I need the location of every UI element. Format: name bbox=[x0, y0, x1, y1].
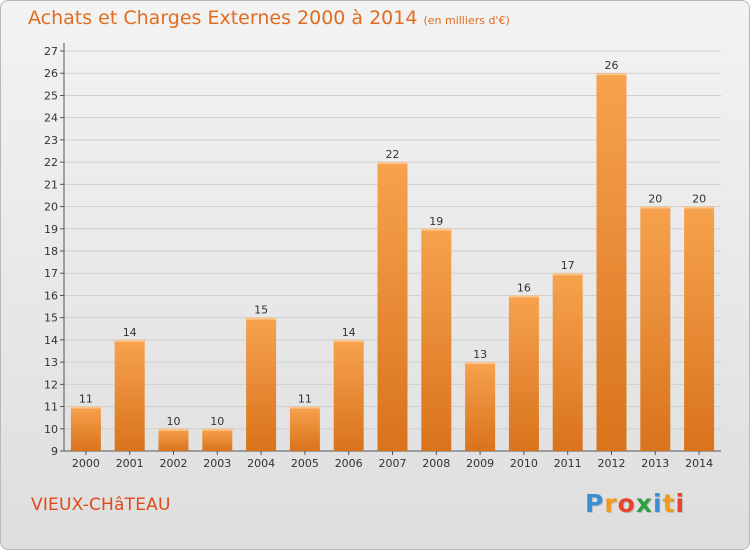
chart-subtitle: (en milliers d'€) bbox=[423, 14, 510, 27]
chart-title-text: Achats et Charges Externes 2000 à 2014 bbox=[28, 7, 418, 29]
y-tick-label: 18 bbox=[44, 245, 58, 258]
chart-title: Achats et Charges Externes 2000 à 2014 (e… bbox=[28, 7, 510, 29]
logo-letter: i bbox=[675, 489, 686, 518]
data-label: 15 bbox=[254, 304, 268, 317]
data-label: 11 bbox=[298, 393, 312, 406]
data-label: 17 bbox=[561, 259, 575, 272]
bar-highlight bbox=[640, 206, 671, 209]
labels: 11 2000 14 2001 10 2002 10 2003 15 2004 11 2005 14 20… bbox=[72, 59, 713, 470]
x-tick-label: 2006 bbox=[335, 457, 363, 470]
x-tick-label: 2009 bbox=[466, 457, 494, 470]
bar bbox=[684, 206, 715, 451]
bar-highlight bbox=[421, 228, 452, 231]
data-label: 26 bbox=[605, 59, 619, 72]
bar bbox=[640, 206, 671, 451]
bar bbox=[465, 362, 496, 451]
y-tick-label: 21 bbox=[44, 178, 58, 191]
bar-highlight bbox=[158, 428, 189, 431]
axes: 9 10 11 12 13 14 15 16 17 18 19 20 21 22 23 24 25 26 27 bbox=[44, 43, 721, 458]
data-label: 19 bbox=[429, 215, 443, 228]
y-tick-label: 19 bbox=[44, 223, 58, 236]
y-tick-label: 9 bbox=[51, 445, 58, 458]
y-tick-label: 16 bbox=[44, 289, 58, 302]
x-tick-label: 2001 bbox=[116, 457, 144, 470]
data-label: 14 bbox=[123, 326, 137, 339]
x-tick-label: 2008 bbox=[422, 457, 450, 470]
bar-highlight bbox=[508, 295, 539, 298]
bar-highlight bbox=[596, 73, 627, 76]
y-tick-label: 13 bbox=[44, 356, 58, 369]
bar bbox=[508, 295, 539, 451]
y-tick-label: 22 bbox=[44, 156, 58, 169]
logo-letter: i bbox=[653, 489, 663, 518]
logo-letter: o bbox=[617, 489, 636, 518]
bars bbox=[70, 73, 715, 451]
logo-letter: r bbox=[604, 489, 618, 518]
bar bbox=[552, 273, 583, 451]
y-tick-label: 11 bbox=[44, 401, 58, 414]
y-tick-label: 27 bbox=[44, 45, 58, 58]
bar bbox=[70, 406, 101, 451]
x-tick-label: 2004 bbox=[247, 457, 275, 470]
bar-highlight bbox=[114, 339, 145, 342]
logo-letter: x bbox=[635, 489, 653, 518]
y-tick-label: 25 bbox=[44, 89, 58, 102]
y-tick-label: 10 bbox=[44, 423, 58, 436]
bar bbox=[114, 339, 145, 451]
proxiti-logo: Proxiti bbox=[585, 489, 685, 518]
data-label: 20 bbox=[692, 193, 706, 206]
bar bbox=[377, 162, 408, 451]
data-label: 14 bbox=[342, 326, 356, 339]
data-label: 10 bbox=[210, 415, 224, 428]
x-tick-label: 2012 bbox=[598, 457, 626, 470]
bar bbox=[421, 228, 452, 451]
logo-letter: t bbox=[662, 489, 676, 518]
bar-highlight bbox=[70, 406, 101, 409]
x-tick-label: 2007 bbox=[379, 457, 407, 470]
logo-letter: P bbox=[585, 489, 605, 518]
x-tick-label: 2002 bbox=[160, 457, 188, 470]
bar-highlight bbox=[202, 428, 233, 431]
data-label: 20 bbox=[648, 193, 662, 206]
x-tick-label: 2013 bbox=[641, 457, 669, 470]
bar-highlight bbox=[377, 162, 408, 165]
x-tick-label: 2005 bbox=[291, 457, 319, 470]
bar-highlight bbox=[246, 317, 277, 320]
bar bbox=[596, 73, 627, 451]
bar-highlight bbox=[684, 206, 715, 209]
y-tick-label: 20 bbox=[44, 201, 58, 214]
y-tick-label: 14 bbox=[44, 334, 58, 347]
y-tick-label: 17 bbox=[44, 267, 58, 280]
y-tick-label: 24 bbox=[44, 112, 58, 125]
x-tick-label: 2014 bbox=[685, 457, 713, 470]
bar bbox=[289, 406, 320, 451]
x-tick-label: 2010 bbox=[510, 457, 538, 470]
data-label: 22 bbox=[386, 148, 400, 161]
bar-highlight bbox=[289, 406, 320, 409]
x-tick-label: 2003 bbox=[203, 457, 231, 470]
bar bbox=[246, 317, 277, 451]
bar bbox=[333, 339, 364, 451]
y-tick-label: 23 bbox=[44, 134, 58, 147]
data-label: 10 bbox=[167, 415, 181, 428]
place-name: VIEUX-CHâTEAU bbox=[31, 495, 171, 515]
data-label: 13 bbox=[473, 348, 487, 361]
bar bbox=[202, 428, 233, 451]
x-tick-label: 2011 bbox=[554, 457, 582, 470]
data-label: 16 bbox=[517, 281, 531, 294]
bar-highlight bbox=[552, 273, 583, 276]
x-tick-label: 2000 bbox=[72, 457, 100, 470]
bar bbox=[158, 428, 189, 451]
y-tick-label: 26 bbox=[44, 67, 58, 80]
y-tick-label: 15 bbox=[44, 312, 58, 325]
data-label: 11 bbox=[79, 393, 93, 406]
bar-highlight bbox=[333, 339, 364, 342]
y-tick-label: 12 bbox=[44, 378, 58, 391]
bar-highlight bbox=[465, 362, 496, 365]
